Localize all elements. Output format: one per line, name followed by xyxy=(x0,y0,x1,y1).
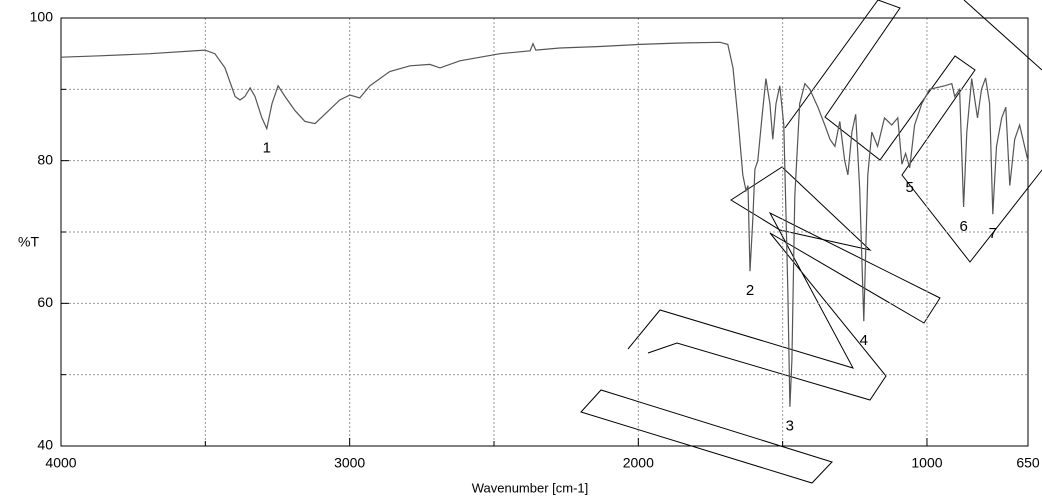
peak-label: 2 xyxy=(746,282,754,299)
spectrum-line xyxy=(60,41,1029,407)
x-tick-label: 2000 xyxy=(623,455,654,471)
watermark-shape xyxy=(784,0,1042,263)
x-tick-label: 4000 xyxy=(45,455,76,471)
watermark-shape xyxy=(730,166,872,251)
y-tick-label: 100 xyxy=(30,9,54,25)
x-tick-label: 1000 xyxy=(911,455,942,471)
watermark-shape xyxy=(627,211,941,401)
x-tick-label: 650 xyxy=(1016,455,1040,471)
watermark-shape xyxy=(580,389,833,484)
peak-label: 5 xyxy=(905,179,913,196)
peak-label: 3 xyxy=(786,418,794,435)
y-axis-label: %T xyxy=(18,234,39,250)
plot-frame xyxy=(60,17,1029,447)
y-tick-label: 40 xyxy=(37,437,53,453)
x-axis-label: Wavenumber [cm-1] xyxy=(472,480,589,495)
peak-label: 7 xyxy=(989,225,997,242)
x-tick-label: 3000 xyxy=(334,455,365,471)
peak-label: 4 xyxy=(860,332,868,349)
y-tick-label: 60 xyxy=(37,294,53,310)
peak-label: 6 xyxy=(959,218,967,235)
peak-label: 1 xyxy=(263,140,271,157)
y-tick-label: 80 xyxy=(37,151,53,167)
watermark xyxy=(580,0,1042,484)
watermark-shape xyxy=(963,0,1042,71)
